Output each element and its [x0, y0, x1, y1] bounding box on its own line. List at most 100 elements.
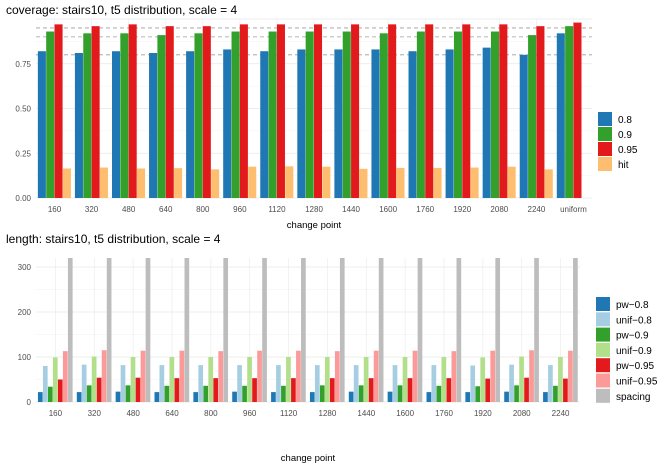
bar — [174, 168, 183, 198]
bar — [297, 49, 306, 199]
bar — [475, 386, 481, 402]
bar — [519, 54, 528, 198]
x-tick-label: 640 — [165, 409, 179, 418]
legend-swatch — [598, 112, 612, 126]
bar — [211, 169, 220, 198]
bar — [433, 167, 442, 198]
bar — [242, 385, 247, 402]
bar — [285, 166, 294, 198]
bar — [351, 24, 360, 199]
bar — [140, 350, 146, 402]
bar — [54, 24, 63, 199]
bar — [462, 24, 471, 199]
y-tick-label: 0.00 — [15, 194, 31, 203]
bar — [417, 258, 423, 402]
bar — [165, 26, 174, 198]
bar — [485, 378, 491, 402]
bar — [106, 258, 112, 402]
bar — [392, 365, 398, 402]
y-tick-label: 200 — [18, 308, 32, 317]
bar — [74, 53, 83, 199]
legend-label: hit — [618, 160, 629, 171]
bar — [504, 391, 509, 402]
bar — [57, 379, 63, 402]
bar — [314, 365, 320, 402]
bar — [499, 24, 508, 199]
bar — [101, 350, 107, 402]
coverage-chart-title: coverage: stairs10, t5 distribution, sca… — [6, 3, 237, 17]
bar — [544, 169, 553, 198]
bar — [565, 26, 574, 198]
bar — [309, 392, 315, 402]
bar — [408, 51, 417, 198]
bar — [495, 258, 501, 402]
legend-label: unif−0.9 — [616, 346, 652, 357]
legend-label: 0.8 — [618, 115, 632, 126]
bar — [451, 351, 457, 402]
bar — [198, 365, 204, 402]
x-tick-label: 160 — [49, 409, 63, 418]
legend-label: 0.9 — [618, 130, 632, 141]
bar — [426, 392, 432, 402]
bar — [37, 392, 43, 402]
bar — [184, 258, 190, 402]
bar — [480, 357, 486, 402]
bar — [115, 391, 121, 402]
bar — [96, 377, 102, 402]
coverage-x-ticks: 160 320 480 640 800 960 1120 1280 1440 1600 1760 19… — [48, 205, 587, 214]
y-tick-label: 300 — [18, 263, 32, 272]
bar — [482, 47, 491, 198]
bar — [470, 167, 479, 198]
length-legend: pw−0.8 unif−0.8 pw−0.9 unif−0.9 pw−0.95 unif−… — [596, 297, 658, 403]
bar — [319, 385, 325, 402]
legend-label: pw−0.8 — [616, 300, 649, 311]
bar — [425, 24, 434, 199]
bar — [342, 31, 351, 199]
bar — [507, 166, 516, 198]
bar — [159, 365, 165, 402]
bar — [397, 385, 403, 402]
legend-label: 0.95 — [618, 145, 638, 156]
bar — [128, 24, 137, 199]
x-tick-label: 1280 — [319, 409, 337, 418]
y-tick-label: 0.25 — [15, 149, 31, 158]
bar — [388, 24, 397, 199]
bar — [203, 385, 209, 402]
bar — [441, 357, 447, 402]
bar — [62, 351, 68, 402]
bar — [145, 258, 151, 402]
bar — [396, 167, 405, 198]
legend-swatch — [596, 358, 610, 373]
bar — [334, 49, 343, 199]
bar — [193, 392, 199, 402]
bar — [446, 378, 452, 402]
coverage-y-ticks: 0.00 0.25 0.50 0.75 — [15, 60, 31, 203]
bar — [91, 356, 97, 402]
bar — [248, 166, 257, 198]
legend-label: spacing — [616, 392, 650, 403]
bar — [490, 31, 500, 199]
bar — [509, 364, 514, 402]
legend-swatch — [598, 127, 612, 141]
bar — [276, 365, 281, 402]
bar — [359, 168, 368, 198]
bar — [218, 351, 224, 402]
bar — [157, 35, 166, 198]
bar — [568, 350, 573, 402]
bar — [231, 31, 240, 199]
bar — [358, 385, 364, 402]
bar — [558, 357, 563, 402]
bar — [363, 357, 369, 402]
x-tick-label: 2080 — [513, 409, 531, 418]
bar — [329, 378, 335, 402]
legend-label: unif−0.8 — [616, 315, 652, 326]
x-tick-label: 960 — [233, 205, 247, 214]
bar — [186, 51, 195, 198]
bar — [301, 258, 306, 402]
bar — [314, 24, 323, 199]
x-tick-label: 1120 — [280, 409, 298, 418]
bar — [149, 53, 158, 199]
x-tick-label: uniform — [560, 205, 587, 214]
legend-swatch — [598, 157, 612, 171]
bar — [371, 49, 380, 199]
